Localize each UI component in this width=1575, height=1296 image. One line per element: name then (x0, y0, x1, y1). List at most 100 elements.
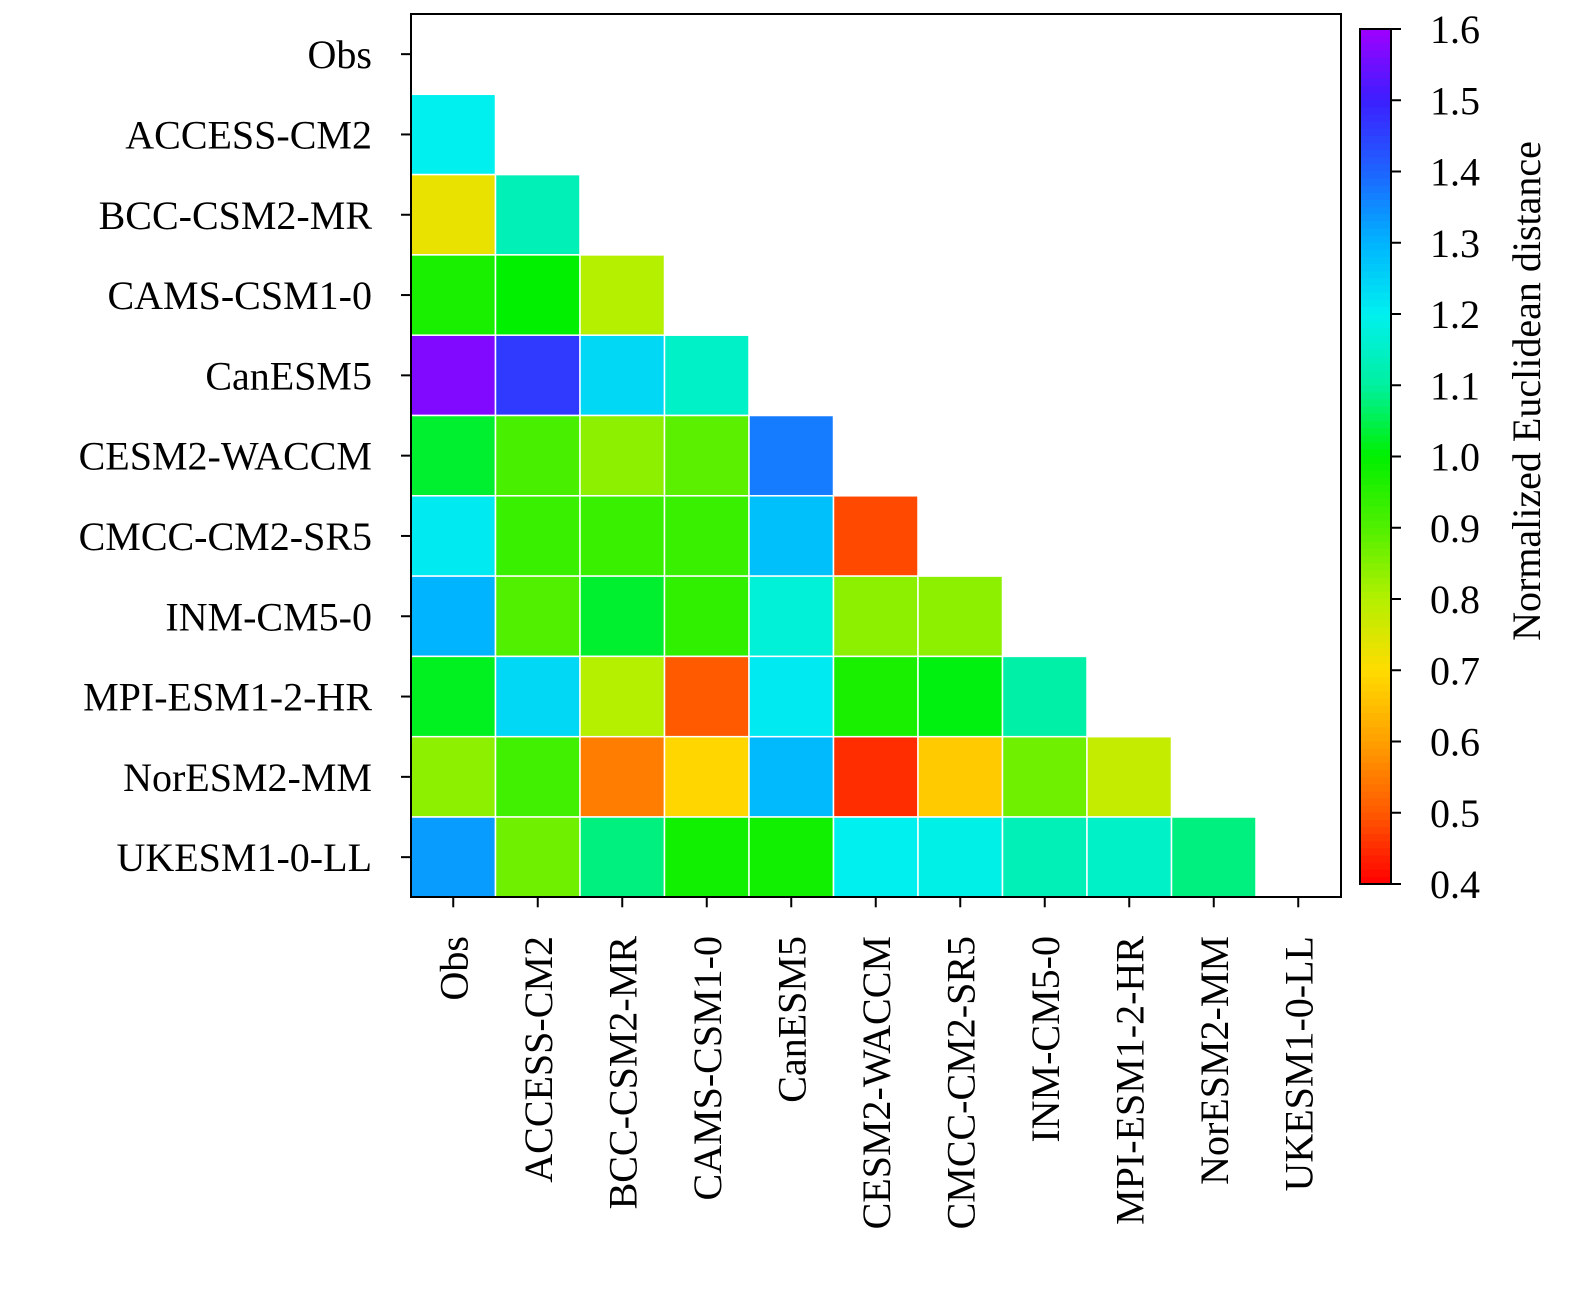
heatmap-cell (1001, 735, 1088, 818)
colorbar-swatch (1360, 214, 1391, 222)
colorbar-swatch (1360, 520, 1391, 529)
heatmap-cell (579, 575, 666, 658)
colorbar-swatch (1360, 748, 1391, 757)
heatmap-cell (579, 655, 666, 738)
heatmap-cell (663, 816, 750, 899)
y-tick-label: CanESM5 (205, 353, 372, 398)
heatmap-cell (663, 334, 750, 417)
colorbar-swatch (1360, 819, 1391, 828)
heatmap-cell (494, 495, 581, 577)
x-tick-label: UKESM1-0-LL (1276, 936, 1321, 1192)
heatmap-cell (579, 414, 666, 497)
heatmap-cell (410, 93, 497, 176)
colorbar-swatch (1360, 299, 1391, 308)
colorbar-swatch (1360, 734, 1391, 743)
heatmap-cell (1001, 816, 1088, 899)
colorbar-swatch (1360, 827, 1391, 835)
colorbar-swatch (1360, 805, 1391, 814)
colorbar-swatch (1360, 371, 1391, 379)
heatmap-cell (410, 735, 497, 818)
heatmap-cell (832, 655, 919, 738)
heatmap-cell (410, 254, 497, 336)
colorbar-swatch (1360, 428, 1391, 436)
heatmap-cell (917, 575, 1004, 658)
colorbar-swatch (1360, 185, 1391, 194)
colorbar-swatch (1360, 363, 1391, 372)
y-tick-label: BCC-CSM2-MR (99, 193, 373, 238)
colorbar-swatch (1360, 221, 1391, 230)
x-tick-label: CMCC-CM2-SR5 (938, 936, 983, 1229)
colorbar-swatch (1360, 499, 1391, 507)
heatmap-cell (748, 414, 835, 497)
y-tick-label: CAMS-CSM1-0 (107, 273, 372, 318)
colorbar-swatch (1360, 634, 1391, 643)
colorbar-swatch (1360, 705, 1391, 714)
colorbar-swatch (1360, 791, 1391, 800)
colorbar-swatch (1360, 677, 1391, 686)
colorbar-swatch (1360, 720, 1391, 728)
heatmap-cell (494, 414, 581, 497)
colorbar-swatch (1360, 613, 1391, 621)
colorbar-swatch (1360, 834, 1391, 842)
colorbar-swatch (1360, 100, 1391, 108)
colorbar-swatch (1360, 848, 1391, 857)
heatmap-cell (579, 495, 666, 577)
colorbar-swatch (1360, 378, 1391, 386)
colorbar-swatch (1360, 93, 1391, 101)
colorbar-tick-label: 0.9 (1430, 506, 1480, 551)
colorbar-swatch (1360, 36, 1391, 44)
colorbar-swatch (1360, 777, 1391, 785)
colorbar-swatch (1360, 755, 1391, 764)
colorbar-swatch (1360, 727, 1391, 735)
colorbar-swatch (1360, 328, 1391, 336)
colorbar-swatch (1360, 292, 1391, 301)
heatmap-cell (579, 816, 666, 899)
colorbar-swatch (1360, 43, 1391, 51)
heatmap-cell (748, 816, 835, 899)
heatmap-cell (410, 495, 497, 577)
colorbar-tick-label: 1.1 (1430, 363, 1480, 408)
colorbar-swatch (1360, 770, 1391, 778)
colorbar-swatch (1360, 271, 1391, 279)
heatmap-cell (410, 575, 497, 658)
heatmap-cell (579, 254, 666, 336)
colorbar-swatch (1360, 713, 1391, 721)
colorbar-swatch (1360, 57, 1391, 66)
colorbar-swatch (1360, 506, 1391, 515)
colorbar-swatch (1360, 606, 1391, 614)
colorbar-swatch (1360, 164, 1391, 173)
colorbar-swatch (1360, 449, 1391, 458)
colorbar-swatch (1360, 513, 1391, 522)
colorbar-swatch (1360, 549, 1391, 557)
heatmap-cell (494, 816, 581, 899)
heatmap-cell (494, 575, 581, 658)
colorbar-swatch (1360, 591, 1391, 600)
x-tick-label: NorESM2-MM (1192, 936, 1237, 1185)
heatmap-cell (494, 173, 581, 256)
colorbar-swatch (1360, 841, 1391, 849)
colorbar-swatch (1360, 663, 1391, 671)
colorbar-swatch (1360, 249, 1391, 258)
x-tick-label: CAMS-CSM1-0 (685, 936, 730, 1201)
heatmap-cell (832, 735, 919, 818)
colorbar-swatch (1360, 128, 1391, 137)
colorbar-swatch (1360, 385, 1391, 393)
heatmap-cell (494, 655, 581, 738)
colorbar-swatch (1360, 235, 1391, 244)
y-tick-label: UKESM1-0-LL (116, 835, 372, 880)
colorbar-swatch (1360, 648, 1391, 657)
colorbar-swatch (1360, 207, 1391, 215)
x-tick-label: Obs (431, 936, 476, 1000)
colorbar-swatch (1360, 570, 1391, 579)
colorbar-swatch (1360, 691, 1391, 700)
heatmap-cell (1001, 655, 1088, 738)
colorbar-swatch (1360, 470, 1391, 479)
y-axis: Obs ACCESS-CM2 BCC-CSM2-MR CAMS-CSM1-0 CanES… (79, 32, 411, 880)
colorbar-swatch (1360, 64, 1391, 73)
colorbar-swatch (1360, 399, 1391, 408)
colorbar-swatch (1360, 285, 1391, 294)
heatmap-cell (410, 173, 497, 256)
colorbar-swatch (1360, 620, 1391, 629)
colorbar-swatch (1360, 71, 1391, 80)
